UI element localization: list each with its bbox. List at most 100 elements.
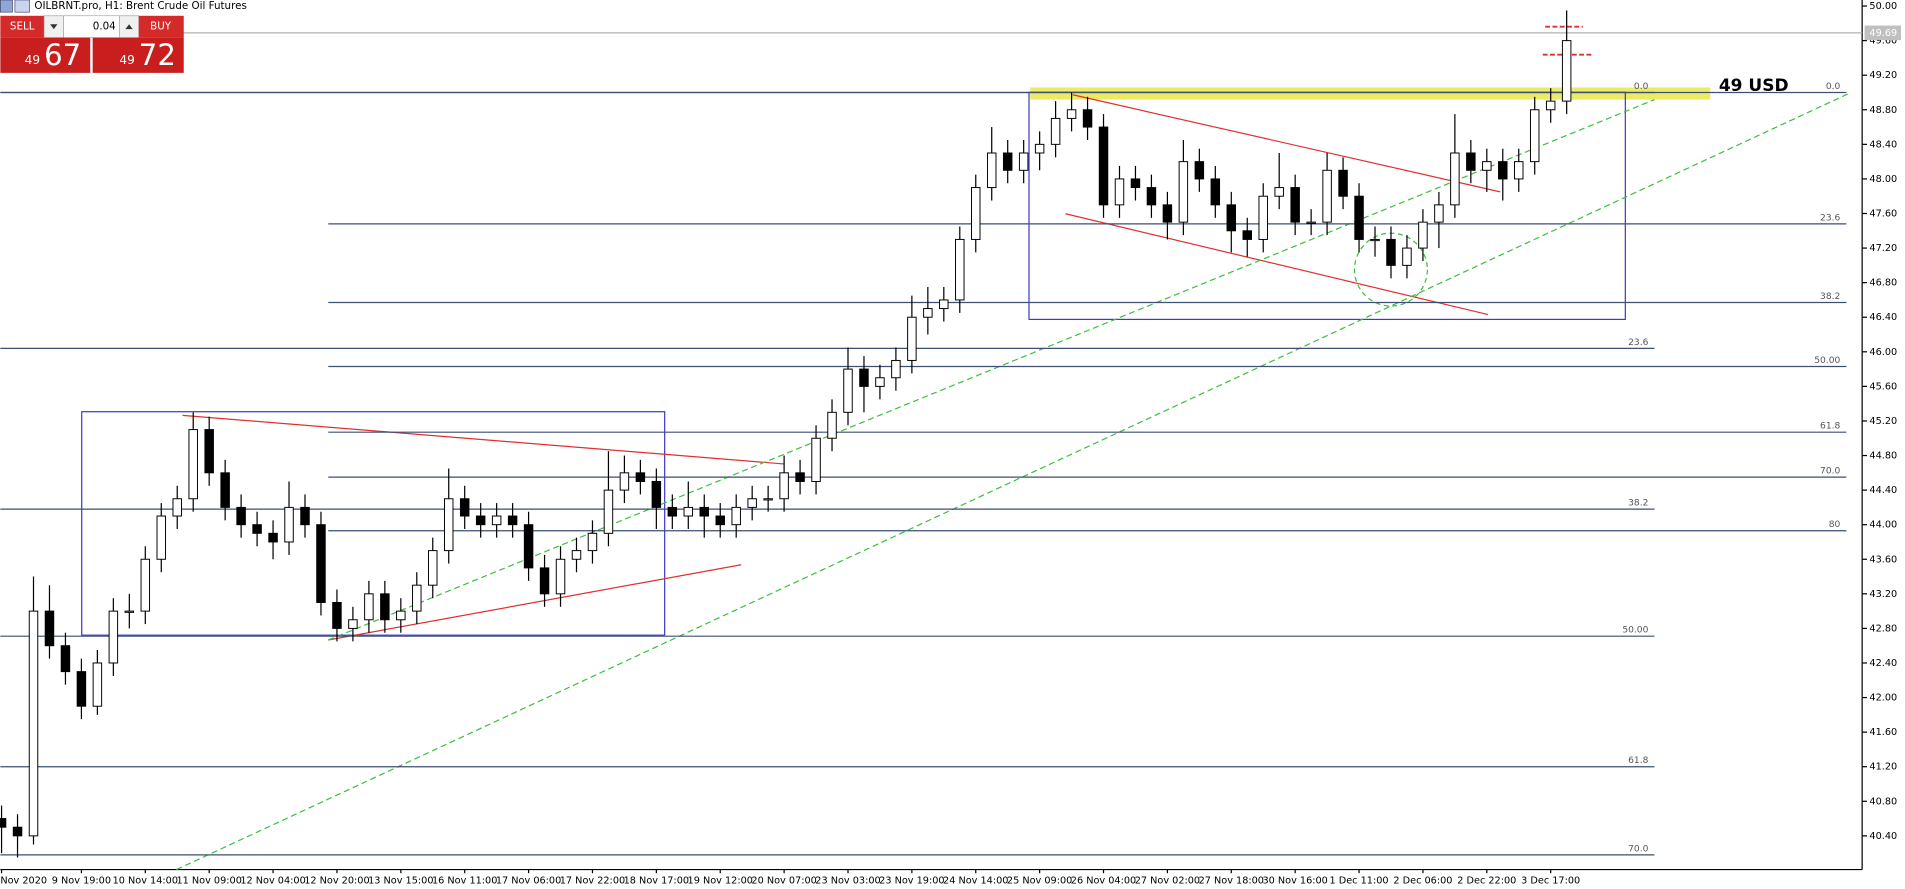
fib-label: 23.6 [1628, 338, 1648, 348]
candle-body [92, 662, 103, 707]
annotation: 49 USD [1719, 76, 1789, 96]
x-tick-label: 30 Nov 16:00 [1262, 875, 1327, 886]
candle-body [1066, 109, 1077, 119]
candle-body [1450, 152, 1460, 206]
y-tick-label: 46.80 [1869, 278, 1897, 289]
x-tick-label: 11 Nov 09:00 [176, 875, 241, 886]
candle-body [827, 411, 837, 439]
candle-body [1482, 161, 1492, 171]
candle-body [1082, 109, 1093, 128]
candle-body [651, 480, 662, 508]
y-tick-label: 43.20 [1869, 589, 1897, 600]
sell-button[interactable] [0, 15, 45, 38]
y-tick-label: 41.60 [1869, 727, 1897, 738]
app-icon [0, 0, 13, 13]
candle-body [316, 524, 326, 603]
candle-body [555, 558, 566, 595]
candle-body [332, 601, 342, 629]
candle-body [1274, 187, 1284, 197]
y-tick-label: 47.20 [1869, 243, 1897, 254]
fib-label: 50.00 [1814, 356, 1840, 366]
sell-label: SELL [10, 21, 35, 33]
candle-body [172, 498, 182, 517]
candle-body [1194, 161, 1205, 180]
candle-body [443, 498, 454, 552]
fib-label: 23.6 [1820, 213, 1840, 223]
candle-body [44, 610, 55, 647]
candle-body [811, 437, 821, 482]
candle-body [0, 818, 7, 828]
candle-body [1418, 221, 1428, 249]
candle-body [140, 558, 151, 612]
candle-body [459, 498, 470, 517]
fib-label: 50.00 [1622, 626, 1648, 636]
candle-body [891, 359, 901, 379]
candle-body [1018, 152, 1029, 171]
candle-body [1434, 204, 1444, 223]
resistance-band [1030, 87, 1711, 100]
sell-price-box[interactable] [0, 37, 91, 73]
y-tick-label: 46.00 [1869, 347, 1897, 358]
trend-line [182, 414, 784, 465]
candle-body [587, 532, 598, 552]
candle-body [156, 515, 167, 560]
fib-label: 80 [1829, 520, 1841, 530]
candle-body [1242, 230, 1252, 240]
fib-label: 0.0 [1634, 82, 1649, 92]
candle-body [907, 316, 917, 361]
range-box [81, 411, 666, 636]
chart-title: OILBRNT.pro, H1: Brent Crude Oil Futures [34, 0, 246, 12]
x-tick-label: 24 Nov 14:00 [943, 875, 1008, 886]
volume-value: 0.04 [93, 21, 116, 33]
candle-body [1338, 169, 1348, 197]
candle-body [1306, 221, 1316, 224]
app-icon [14, 0, 30, 13]
arrow-icon [50, 24, 58, 30]
fib-label: 70.0 [1628, 844, 1648, 854]
y-tick-label: 40.40 [1869, 831, 1897, 842]
candle-body [763, 498, 773, 501]
y-tick-label: 49.60 [1869, 36, 1897, 47]
y-tick-label: 45.20 [1869, 416, 1897, 427]
x-tick-label: Nov 2020 [0, 875, 47, 886]
candle-body [1114, 178, 1125, 206]
candle-body [875, 377, 885, 387]
y-tick-label: 44.40 [1869, 485, 1897, 496]
candle-body [188, 429, 198, 500]
candle-body [1034, 143, 1045, 154]
candle-body [1466, 152, 1476, 171]
candle-body [1529, 109, 1540, 163]
candle-body [1130, 178, 1141, 189]
y-tick-label: 42.40 [1869, 658, 1897, 669]
candle-body [252, 524, 262, 534]
candle-body [1545, 100, 1556, 111]
buy-price-box[interactable] [92, 37, 184, 73]
y-tick-label: 43.60 [1869, 554, 1897, 565]
candle-body [1561, 40, 1572, 102]
candle-body [1002, 152, 1013, 171]
trend-line [328, 564, 742, 641]
candle-body [699, 506, 709, 517]
candle-body [939, 299, 949, 310]
y-tick-label: 40.80 [1869, 796, 1897, 807]
candle-body [491, 515, 502, 526]
y-tick-label: 44.80 [1869, 451, 1897, 462]
trade-panel: SELL 0.04 BUY 49 67 49 72 [0, 15, 184, 73]
candle-body [124, 610, 135, 613]
x-tick-label: 2 Dec 22:00 [1457, 875, 1516, 886]
x-tick-label: 18 Nov 17:00 [624, 875, 689, 886]
candle-body [1402, 247, 1412, 266]
candle-body [1258, 195, 1268, 240]
x-tick-label: 9 Nov 19:00 [52, 875, 111, 886]
candle-body [236, 506, 246, 526]
x-tick-label: 3 Dec 17:00 [1521, 875, 1580, 886]
y-tick-label: 49.20 [1869, 70, 1897, 81]
x-tick-label: 12 Nov 20:00 [304, 875, 369, 886]
buy-button[interactable] [138, 15, 184, 38]
candle-body [859, 368, 869, 387]
x-tick-label: 2 Dec 06:00 [1393, 875, 1452, 886]
x-tick-label: 12 Nov 04:00 [240, 875, 305, 886]
buy-price-big: 72 [139, 38, 176, 72]
sell-price-small: 49 [25, 53, 40, 67]
candle-body [412, 584, 422, 612]
